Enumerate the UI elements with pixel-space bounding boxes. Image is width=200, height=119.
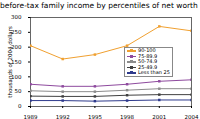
- html-text:90-100: 90-100: [138, 47, 156, 53]
- svg-text:150: 150: [11, 58, 22, 65]
- svg-text:250: 250: [11, 29, 22, 36]
- html-text:Less than 25: Less than 25: [138, 69, 170, 75]
- svg-text:100: 100: [11, 73, 22, 80]
- svg-text:1995: 1995: [88, 114, 102, 119]
- svg-text:200: 200: [11, 43, 22, 50]
- html-text:50-74.9: 50-74.9: [138, 58, 158, 64]
- svg-text:thousands of 2004 dollars: thousands of 2004 dollars: [7, 26, 13, 98]
- svg-text:1989: 1989: [24, 114, 38, 119]
- svg-text:0: 0: [18, 103, 22, 109]
- svg-text:2001: 2001: [152, 114, 166, 119]
- svg-text:50: 50: [15, 88, 22, 94]
- svg-text:2004: 2004: [185, 114, 199, 119]
- html-text:25-49.9: 25-49.9: [138, 63, 158, 70]
- svg-text:1992: 1992: [56, 114, 70, 119]
- svg-text:1998: 1998: [120, 114, 134, 119]
- svg-text:300: 300: [11, 14, 22, 20]
- html-text:75-89.9: 75-89.9: [138, 52, 158, 59]
